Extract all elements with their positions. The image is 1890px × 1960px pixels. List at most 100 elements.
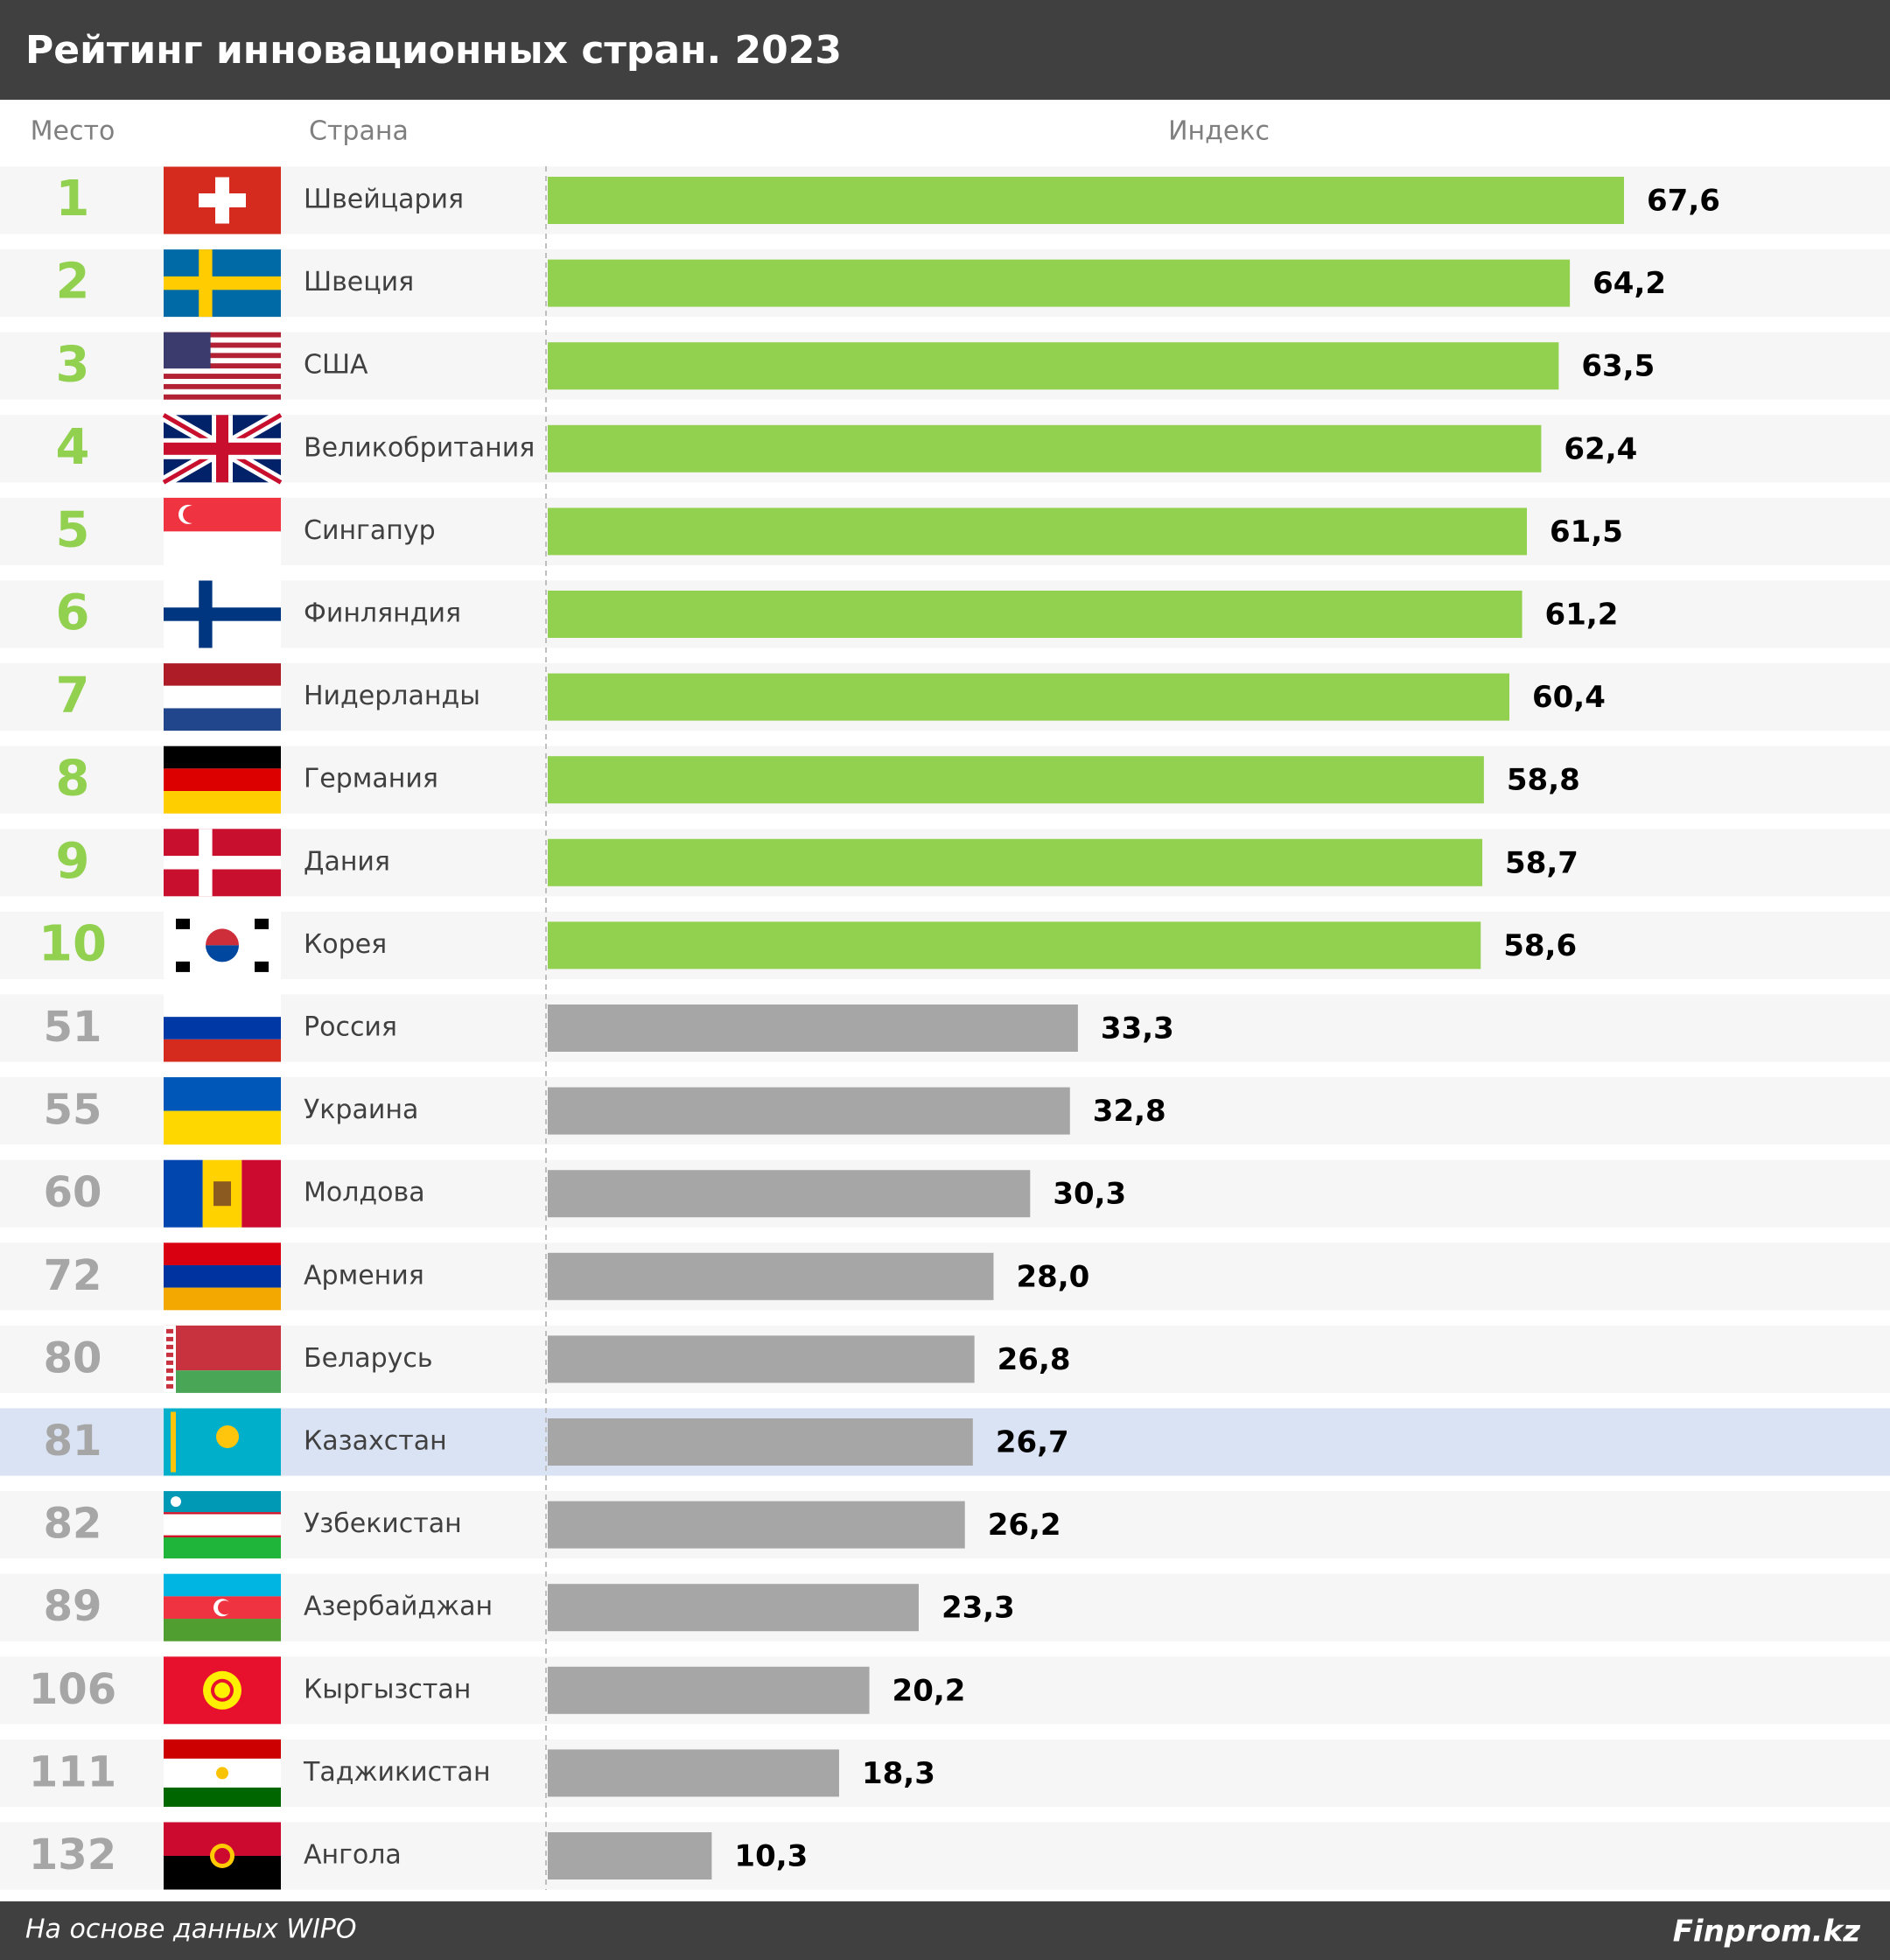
rank: 82 [44, 1500, 102, 1549]
flag-part [183, 505, 200, 523]
flag-part [164, 347, 281, 354]
country-name: Великобритания [304, 432, 535, 463]
flag-part [164, 994, 281, 1018]
flag-part [206, 928, 239, 946]
flag-part [164, 1535, 281, 1538]
bar [548, 673, 1509, 721]
flag-part [164, 1325, 176, 1393]
bar [548, 1832, 712, 1880]
country-name: Сингапур [304, 515, 436, 546]
flag-part [164, 1287, 281, 1311]
value-label: 33,3 [1101, 1012, 1174, 1046]
flag-part [164, 337, 281, 343]
rank: 89 [44, 1582, 102, 1631]
country-name: Азербайджан [304, 1592, 493, 1622]
flag-part [164, 1512, 281, 1515]
flag-part [166, 1360, 173, 1365]
flag-part [216, 415, 228, 483]
value-label: 61,5 [1550, 514, 1623, 550]
flag-part [164, 1159, 203, 1228]
bar [548, 508, 1528, 556]
chart-title: Рейтинг инновационных стран. 2023 [25, 28, 842, 73]
value-label: 20,2 [892, 1673, 966, 1708]
rank: 7 [56, 668, 90, 724]
bar [548, 1418, 973, 1466]
country-name: Узбекистан [304, 1508, 462, 1539]
flag-part [166, 1336, 173, 1341]
flag-part [164, 1619, 281, 1642]
flag-part [199, 580, 213, 648]
flag-part [255, 961, 269, 972]
country-name: Швеция [304, 267, 414, 298]
bar [548, 591, 1522, 638]
country-header: Страна [309, 116, 409, 147]
flag-part [164, 1514, 281, 1536]
flag-part [164, 1739, 281, 1759]
value-label: 28,0 [1016, 1259, 1089, 1294]
country-name: Молдова [304, 1178, 425, 1208]
flag [164, 166, 281, 234]
flag-part [164, 353, 281, 359]
rank: 132 [29, 1830, 116, 1880]
bar [548, 177, 1624, 224]
flag-part [164, 791, 281, 814]
value-label: 23,3 [942, 1591, 1015, 1626]
bar [548, 1666, 870, 1714]
flag [164, 663, 281, 732]
rank: 10 [38, 916, 107, 973]
country-name: Россия [304, 1012, 397, 1043]
bar [548, 1004, 1078, 1052]
flag-part [166, 1376, 173, 1381]
flag-part [164, 368, 281, 374]
flag [164, 332, 281, 400]
value-label: 63,5 [1581, 349, 1655, 384]
bar [548, 921, 1481, 970]
country-name: Таджикистан [303, 1757, 491, 1788]
bar [548, 756, 1484, 804]
marks: 67,6 64,2 63,5 62,4 61,5 61,2 60,4 58,8 58,7 58,6… [548, 177, 1720, 1880]
country-name: Украина [304, 1095, 418, 1125]
flag-part [164, 332, 281, 338]
flag-part [164, 1325, 281, 1371]
flag-part [164, 607, 281, 621]
bar [548, 259, 1571, 307]
flag [164, 580, 281, 648]
value-label: 26,7 [996, 1425, 1069, 1460]
rank: 3 [56, 336, 90, 393]
country-name: США [304, 350, 368, 381]
flag-part [164, 358, 281, 364]
country-name: Кыргызстан [304, 1674, 471, 1704]
flag-part [166, 1344, 173, 1349]
rank: 6 [56, 584, 90, 641]
flag-part [214, 1848, 230, 1864]
flag [164, 1408, 281, 1476]
flag-part [199, 249, 213, 318]
rank: 51 [44, 1003, 102, 1052]
flag-part [164, 768, 281, 792]
flag [164, 829, 281, 897]
value-label: 58,7 [1505, 845, 1578, 880]
value-label: 26,8 [998, 1342, 1071, 1377]
flag-part [255, 918, 269, 929]
flag-part [164, 531, 281, 565]
flag-part [216, 1767, 228, 1780]
flag-part [164, 1573, 281, 1597]
flag-part [164, 1370, 281, 1393]
flag [164, 1573, 281, 1642]
country-name: Финляндия [304, 598, 461, 629]
flag-part [176, 918, 190, 929]
flag [164, 1656, 281, 1725]
row-band [0, 1822, 1890, 1890]
row-band [0, 1573, 1890, 1642]
rank: 1 [56, 171, 90, 228]
footer-bar [0, 1901, 1890, 1960]
country-name: Швейцария [304, 185, 464, 215]
flag-part [164, 856, 281, 870]
bar [548, 1749, 839, 1797]
flag-part [216, 1425, 239, 1448]
flag-part [164, 708, 281, 732]
flag-part [166, 1328, 173, 1334]
flag-part [164, 663, 281, 686]
rank: 5 [56, 502, 90, 559]
flag-part [164, 1039, 281, 1062]
